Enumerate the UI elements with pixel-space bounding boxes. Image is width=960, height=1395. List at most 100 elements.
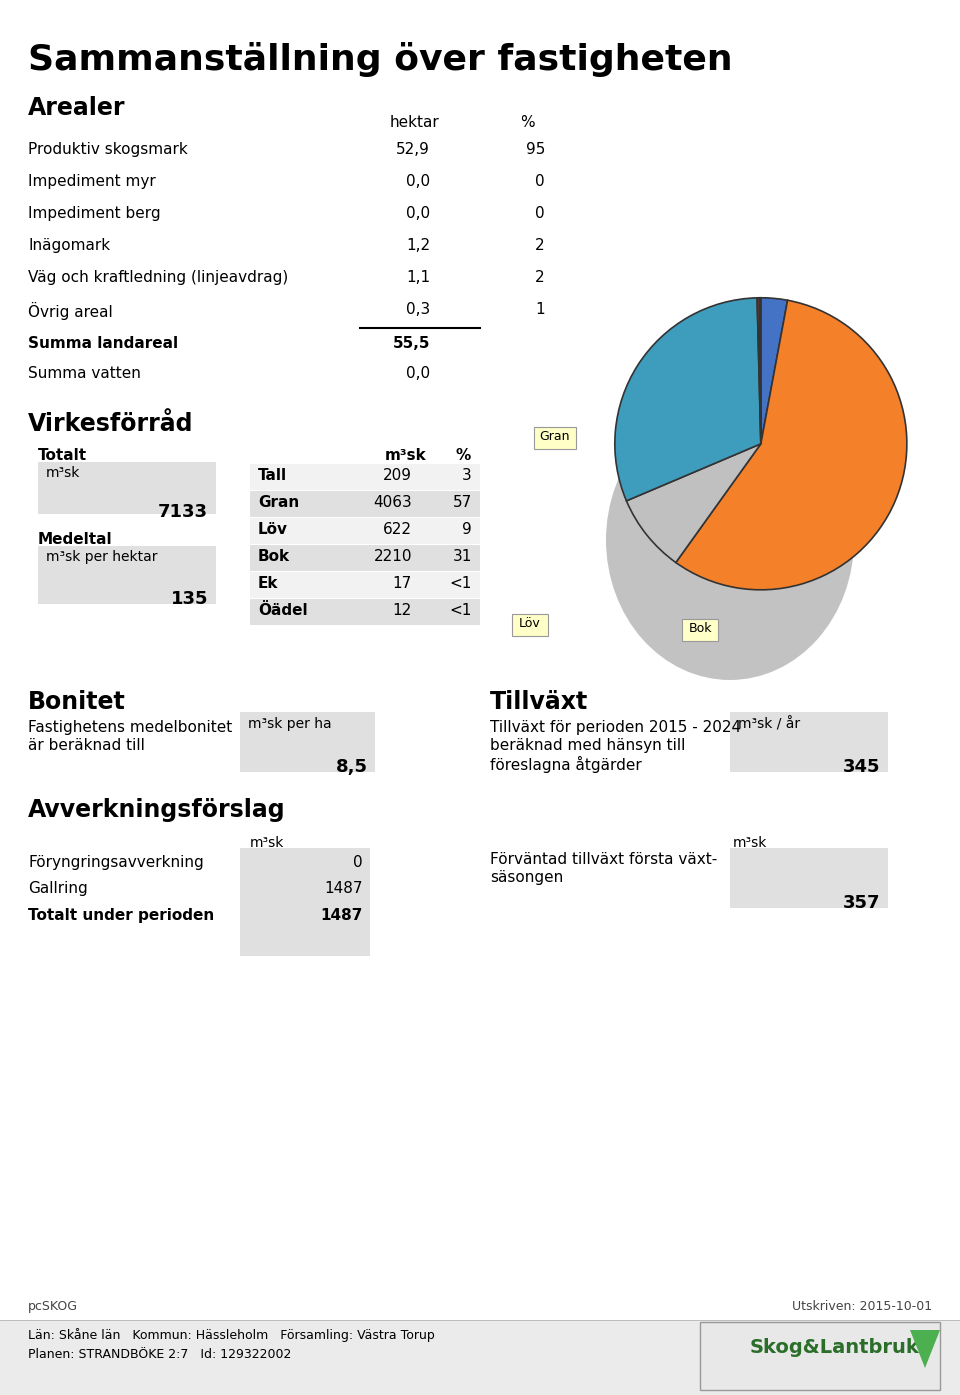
Bar <box>0 1320 960 1395</box>
Bar <box>250 572 480 598</box>
Text: 357: 357 <box>843 894 880 912</box>
Text: Summa landareal: Summa landareal <box>28 336 179 352</box>
Text: 0,0: 0,0 <box>406 174 430 188</box>
Text: 1,1: 1,1 <box>406 271 430 285</box>
Text: 55,5: 55,5 <box>393 336 430 352</box>
Text: föreslagna åtgärder: föreslagna åtgärder <box>490 756 641 773</box>
Bar <box>730 848 888 908</box>
Bar <box>736 467 774 490</box>
Text: är beräknad till: är beräknad till <box>28 738 145 753</box>
Text: Övrig areal: Övrig areal <box>28 301 112 319</box>
Text: 1487: 1487 <box>321 908 363 923</box>
Text: Skog&Lantbruk: Skog&Lantbruk <box>750 1338 920 1357</box>
Bar <box>240 848 370 956</box>
Text: Län: Skåne län   Kommun: Hässleholm   Församling: Västra Torup: Län: Skåne län Kommun: Hässleholm Försam… <box>28 1328 435 1342</box>
Bar <box>512 614 548 636</box>
Text: Tall: Tall <box>745 470 765 483</box>
Text: Impediment myr: Impediment myr <box>28 174 156 188</box>
Text: m³sk: m³sk <box>385 448 427 463</box>
Bar <box>250 598 480 625</box>
Text: Bok: Bok <box>688 622 711 635</box>
Text: Summa vatten: Summa vatten <box>28 365 141 381</box>
Text: Impediment berg: Impediment berg <box>28 206 160 220</box>
Text: 0: 0 <box>353 855 363 870</box>
Bar <box>38 545 216 604</box>
Text: Planen: STRANDBÖKE 2:7   Id: 129322002: Planen: STRANDBÖKE 2:7 Id: 129322002 <box>28 1348 292 1362</box>
Text: 0: 0 <box>536 206 545 220</box>
Text: hektar: hektar <box>390 114 440 130</box>
Bar <box>250 465 480 490</box>
Text: m³sk: m³sk <box>733 836 767 850</box>
Bar <box>38 462 216 513</box>
Wedge shape <box>676 300 907 590</box>
Text: 8,5: 8,5 <box>336 757 368 776</box>
Text: beräknad med hänsyn till: beräknad med hänsyn till <box>490 738 685 753</box>
Text: 3: 3 <box>463 467 472 483</box>
Text: Gallring: Gallring <box>28 882 87 896</box>
Text: m³sk / år: m³sk / år <box>738 717 800 731</box>
Bar <box>534 427 576 449</box>
Text: Bonitet: Bonitet <box>28 691 126 714</box>
Text: Väg och kraftledning (linjeavdrag): Väg och kraftledning (linjeavdrag) <box>28 271 288 285</box>
Text: 0,0: 0,0 <box>406 365 430 381</box>
Text: Förväntad tillväxt första växt-: Förväntad tillväxt första växt- <box>490 852 717 868</box>
Text: %: % <box>456 448 471 463</box>
Text: Totalt under perioden: Totalt under perioden <box>28 908 214 923</box>
Wedge shape <box>759 297 761 444</box>
Bar <box>250 545 480 571</box>
Text: 135: 135 <box>171 590 208 608</box>
Text: <1: <1 <box>449 576 472 591</box>
Text: säsongen: säsongen <box>490 870 564 884</box>
Bar <box>700 1322 940 1389</box>
Bar <box>250 491 480 518</box>
Text: Tillväxt för perioden 2015 - 2024: Tillväxt för perioden 2015 - 2024 <box>490 720 741 735</box>
Wedge shape <box>614 297 761 501</box>
Text: 57: 57 <box>453 495 472 511</box>
Text: m³sk: m³sk <box>46 466 81 480</box>
Text: Totalt: Totalt <box>38 448 87 463</box>
Bar <box>240 711 375 771</box>
Text: 52,9: 52,9 <box>396 142 430 158</box>
Bar <box>682 619 718 640</box>
Text: 0,3: 0,3 <box>406 301 430 317</box>
Text: Tall: Tall <box>258 467 287 483</box>
Text: 9: 9 <box>463 522 472 537</box>
Text: Medeltal: Medeltal <box>38 531 112 547</box>
Text: 2: 2 <box>536 271 545 285</box>
Text: 12: 12 <box>393 603 412 618</box>
Text: Produktiv skogsmark: Produktiv skogsmark <box>28 142 188 158</box>
Text: Löv: Löv <box>519 617 540 631</box>
Text: Löv: Löv <box>258 522 288 537</box>
Text: Utskriven: 2015-10-01: Utskriven: 2015-10-01 <box>792 1300 932 1313</box>
Wedge shape <box>761 297 787 444</box>
Text: m³sk per hektar: m³sk per hektar <box>46 550 157 564</box>
Text: 95: 95 <box>526 142 545 158</box>
Text: 209: 209 <box>383 467 412 483</box>
Text: <1: <1 <box>449 603 472 618</box>
Text: 17: 17 <box>393 576 412 591</box>
Text: Avverkningsförslag: Avverkningsförslag <box>28 798 286 822</box>
Text: m³sk per ha: m³sk per ha <box>248 717 331 731</box>
Text: Fastighetens medelbonitet: Fastighetens medelbonitet <box>28 720 232 735</box>
Text: Gran: Gran <box>540 430 570 444</box>
Text: 7133: 7133 <box>158 504 208 520</box>
Text: Gran: Gran <box>258 495 300 511</box>
Text: Bok: Bok <box>258 550 290 564</box>
Text: Inägomark: Inägomark <box>28 239 110 252</box>
Text: Arealer: Arealer <box>28 96 126 120</box>
Text: 345: 345 <box>843 757 880 776</box>
Text: 4063: 4063 <box>373 495 412 511</box>
Text: 0: 0 <box>536 174 545 188</box>
Wedge shape <box>757 297 761 444</box>
Bar <box>250 518 480 544</box>
Text: 622: 622 <box>383 522 412 537</box>
Text: 31: 31 <box>452 550 472 564</box>
Text: 2210: 2210 <box>373 550 412 564</box>
Text: 1,2: 1,2 <box>406 239 430 252</box>
Text: 0,0: 0,0 <box>406 206 430 220</box>
Bar <box>730 711 888 771</box>
Text: pcSKOG: pcSKOG <box>28 1300 78 1313</box>
Text: 2: 2 <box>536 239 545 252</box>
Text: 1: 1 <box>536 301 545 317</box>
Text: Föryngringsavverkning: Föryngringsavverkning <box>28 855 204 870</box>
